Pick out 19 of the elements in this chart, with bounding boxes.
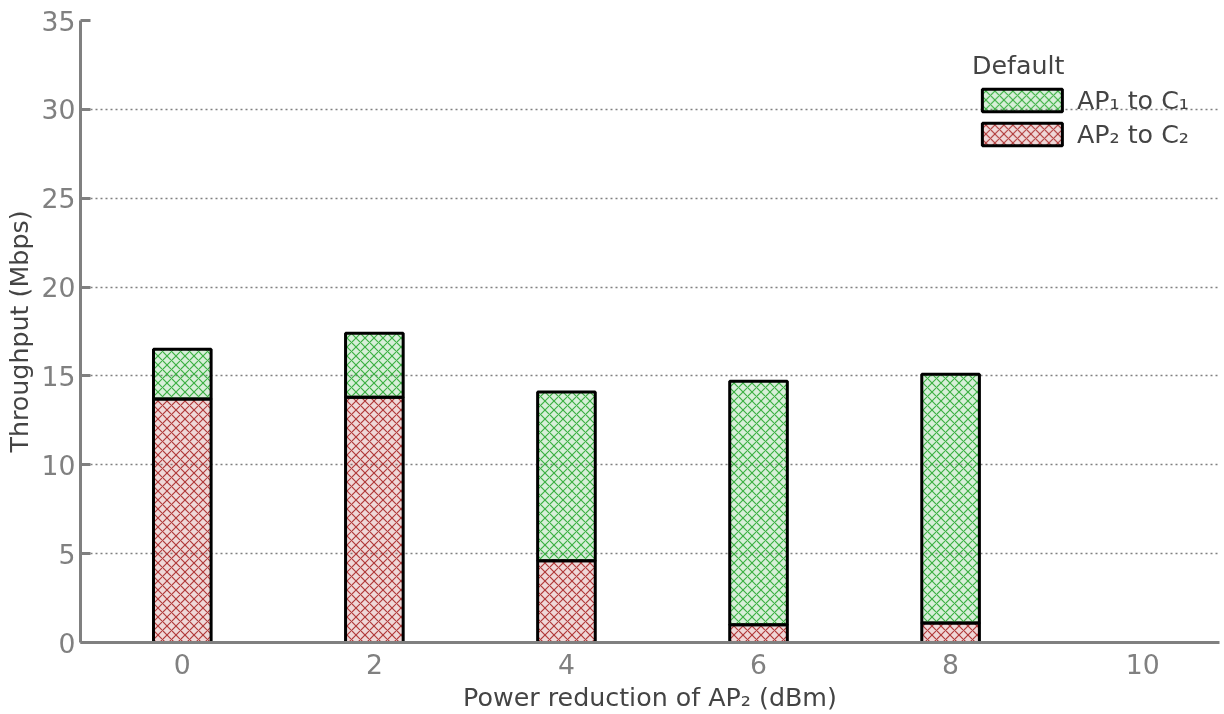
y-tick-label: 15 — [41, 360, 76, 392]
y-tick-label: 20 — [41, 272, 76, 304]
legend-label: AP₂ to C₂ — [1076, 119, 1189, 149]
y-tick-label: 0 — [58, 627, 76, 659]
y-axis-title: Throughput (Mbps) — [3, 210, 34, 454]
x-axis-title: Power reduction of AP₂ (dBm) — [463, 681, 837, 712]
legend-label: AP₁ to C₁ — [1076, 85, 1189, 115]
y-tick-label: 35 — [41, 5, 76, 37]
y-tick-label: 10 — [41, 449, 76, 481]
legend-title: Default — [971, 50, 1066, 80]
x-tick-label: 6 — [750, 648, 768, 680]
x-tick-label: 4 — [557, 648, 575, 680]
y-tick-label: 30 — [41, 94, 76, 126]
x-tick-label: 2 — [365, 648, 383, 680]
x-tick-label: 10 — [1125, 648, 1160, 680]
x-tick-label: 0 — [173, 648, 191, 680]
x-tick-label: 8 — [942, 648, 960, 680]
y-tick-label: 5 — [58, 538, 76, 570]
y-tick-label: 25 — [41, 183, 76, 215]
